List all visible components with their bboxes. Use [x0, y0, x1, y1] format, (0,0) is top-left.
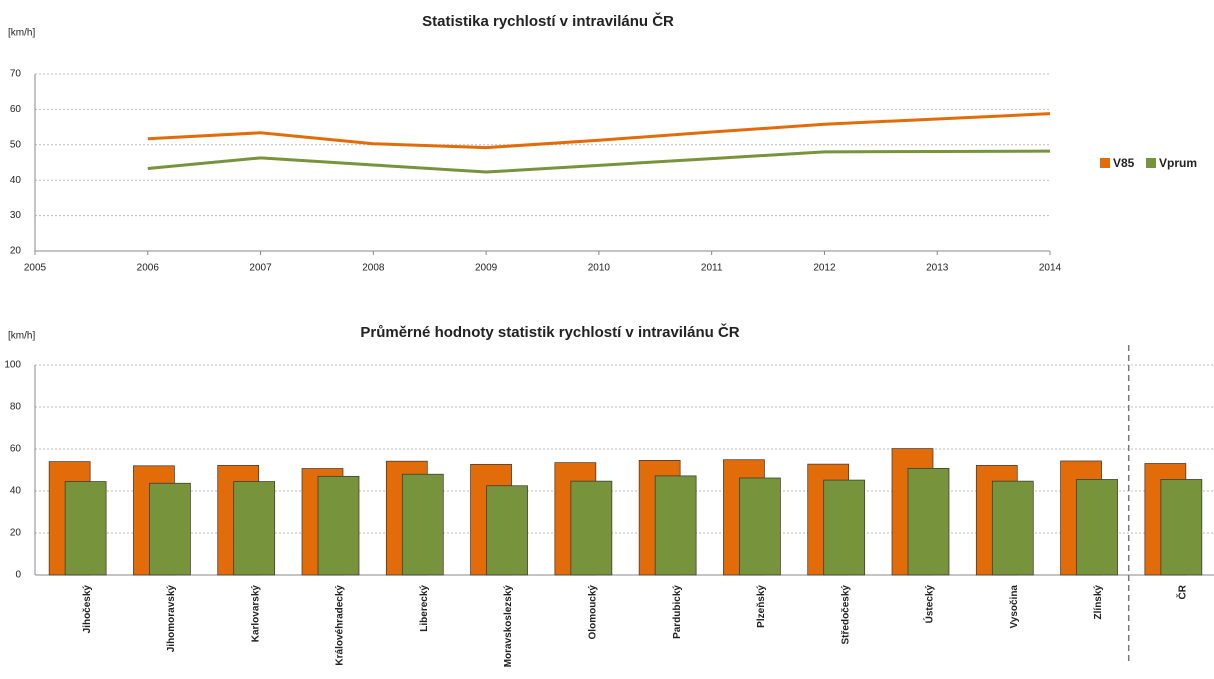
- bar: [1160, 479, 1203, 576]
- x-tick-label: Jihomoravský: [166, 585, 177, 653]
- bar: [570, 480, 613, 576]
- y-tick-label: 40: [10, 175, 22, 186]
- y-tick-label: 50: [10, 139, 22, 150]
- x-tick-label: Ústecký: [923, 585, 936, 624]
- legend-swatch: [1100, 158, 1110, 168]
- legend-label: V85: [1113, 156, 1135, 170]
- bar: [64, 481, 107, 576]
- x-tick-label: 2012: [813, 263, 836, 274]
- bar: [823, 479, 866, 576]
- chart-title: Statistika rychlostí v intravilánu ČR: [422, 12, 674, 30]
- bar: [991, 480, 1034, 576]
- y-tick-label: 100: [4, 360, 21, 371]
- bar: [233, 481, 276, 576]
- x-tick-label: Středočeský: [840, 585, 851, 645]
- line-series: [147, 112, 1051, 150]
- legend-label: Vprum: [1159, 156, 1197, 170]
- bar: [401, 473, 444, 576]
- x-tick-label: 2008: [362, 263, 385, 274]
- x-tick-label: Vysočina: [1009, 585, 1020, 629]
- x-tick-label: Olomoucký: [587, 585, 598, 640]
- y-tick-label: 70: [10, 69, 22, 80]
- bar: [907, 467, 950, 576]
- y-tick-label: 20: [10, 528, 22, 539]
- x-tick-label: ČR: [1175, 584, 1188, 599]
- y-tick-label: 60: [10, 444, 22, 455]
- y-axis-label: [km/h]: [8, 28, 35, 39]
- bar: [1076, 479, 1118, 576]
- x-tick-label: Plzeňský: [756, 585, 767, 628]
- line-series: [147, 149, 1051, 174]
- x-tick-label: 2010: [588, 263, 611, 274]
- x-tick-label: 2013: [926, 263, 949, 274]
- y-tick-label: 30: [10, 210, 22, 221]
- x-tick-label: Liberecký: [419, 585, 430, 632]
- x-tick-label: Moravskoslezský: [503, 585, 514, 668]
- bar: [317, 475, 360, 576]
- x-tick-label: Pardubický: [672, 585, 683, 639]
- x-tick-label: Královéhradecký: [335, 585, 346, 666]
- x-tick-label: Jihočeský: [82, 585, 93, 634]
- x-tick-label: Zlínský: [1093, 585, 1104, 620]
- y-tick-label: 60: [10, 104, 22, 115]
- y-tick-label: 0: [15, 570, 21, 581]
- legend-swatch: [1146, 158, 1156, 168]
- chart-title: Průměrné hodnoty statistik rychlostí v i…: [360, 323, 739, 341]
- bar: [486, 485, 528, 576]
- x-tick-label: 2011: [701, 263, 723, 274]
- x-tick-label: 2007: [249, 263, 272, 274]
- y-axis-label: [km/h]: [8, 331, 35, 342]
- y-tick-label: 20: [10, 246, 22, 257]
- x-tick-label: Karlovarský: [250, 585, 261, 643]
- bar: [739, 477, 781, 576]
- x-tick-label: 2006: [137, 263, 160, 274]
- x-tick-label: 2014: [1039, 263, 1062, 274]
- x-tick-label: 2005: [24, 263, 47, 274]
- bar: [654, 475, 697, 576]
- y-tick-label: 80: [10, 402, 22, 413]
- x-tick-label: 2009: [475, 263, 498, 274]
- y-tick-label: 40: [10, 486, 22, 497]
- bar: [149, 482, 191, 576]
